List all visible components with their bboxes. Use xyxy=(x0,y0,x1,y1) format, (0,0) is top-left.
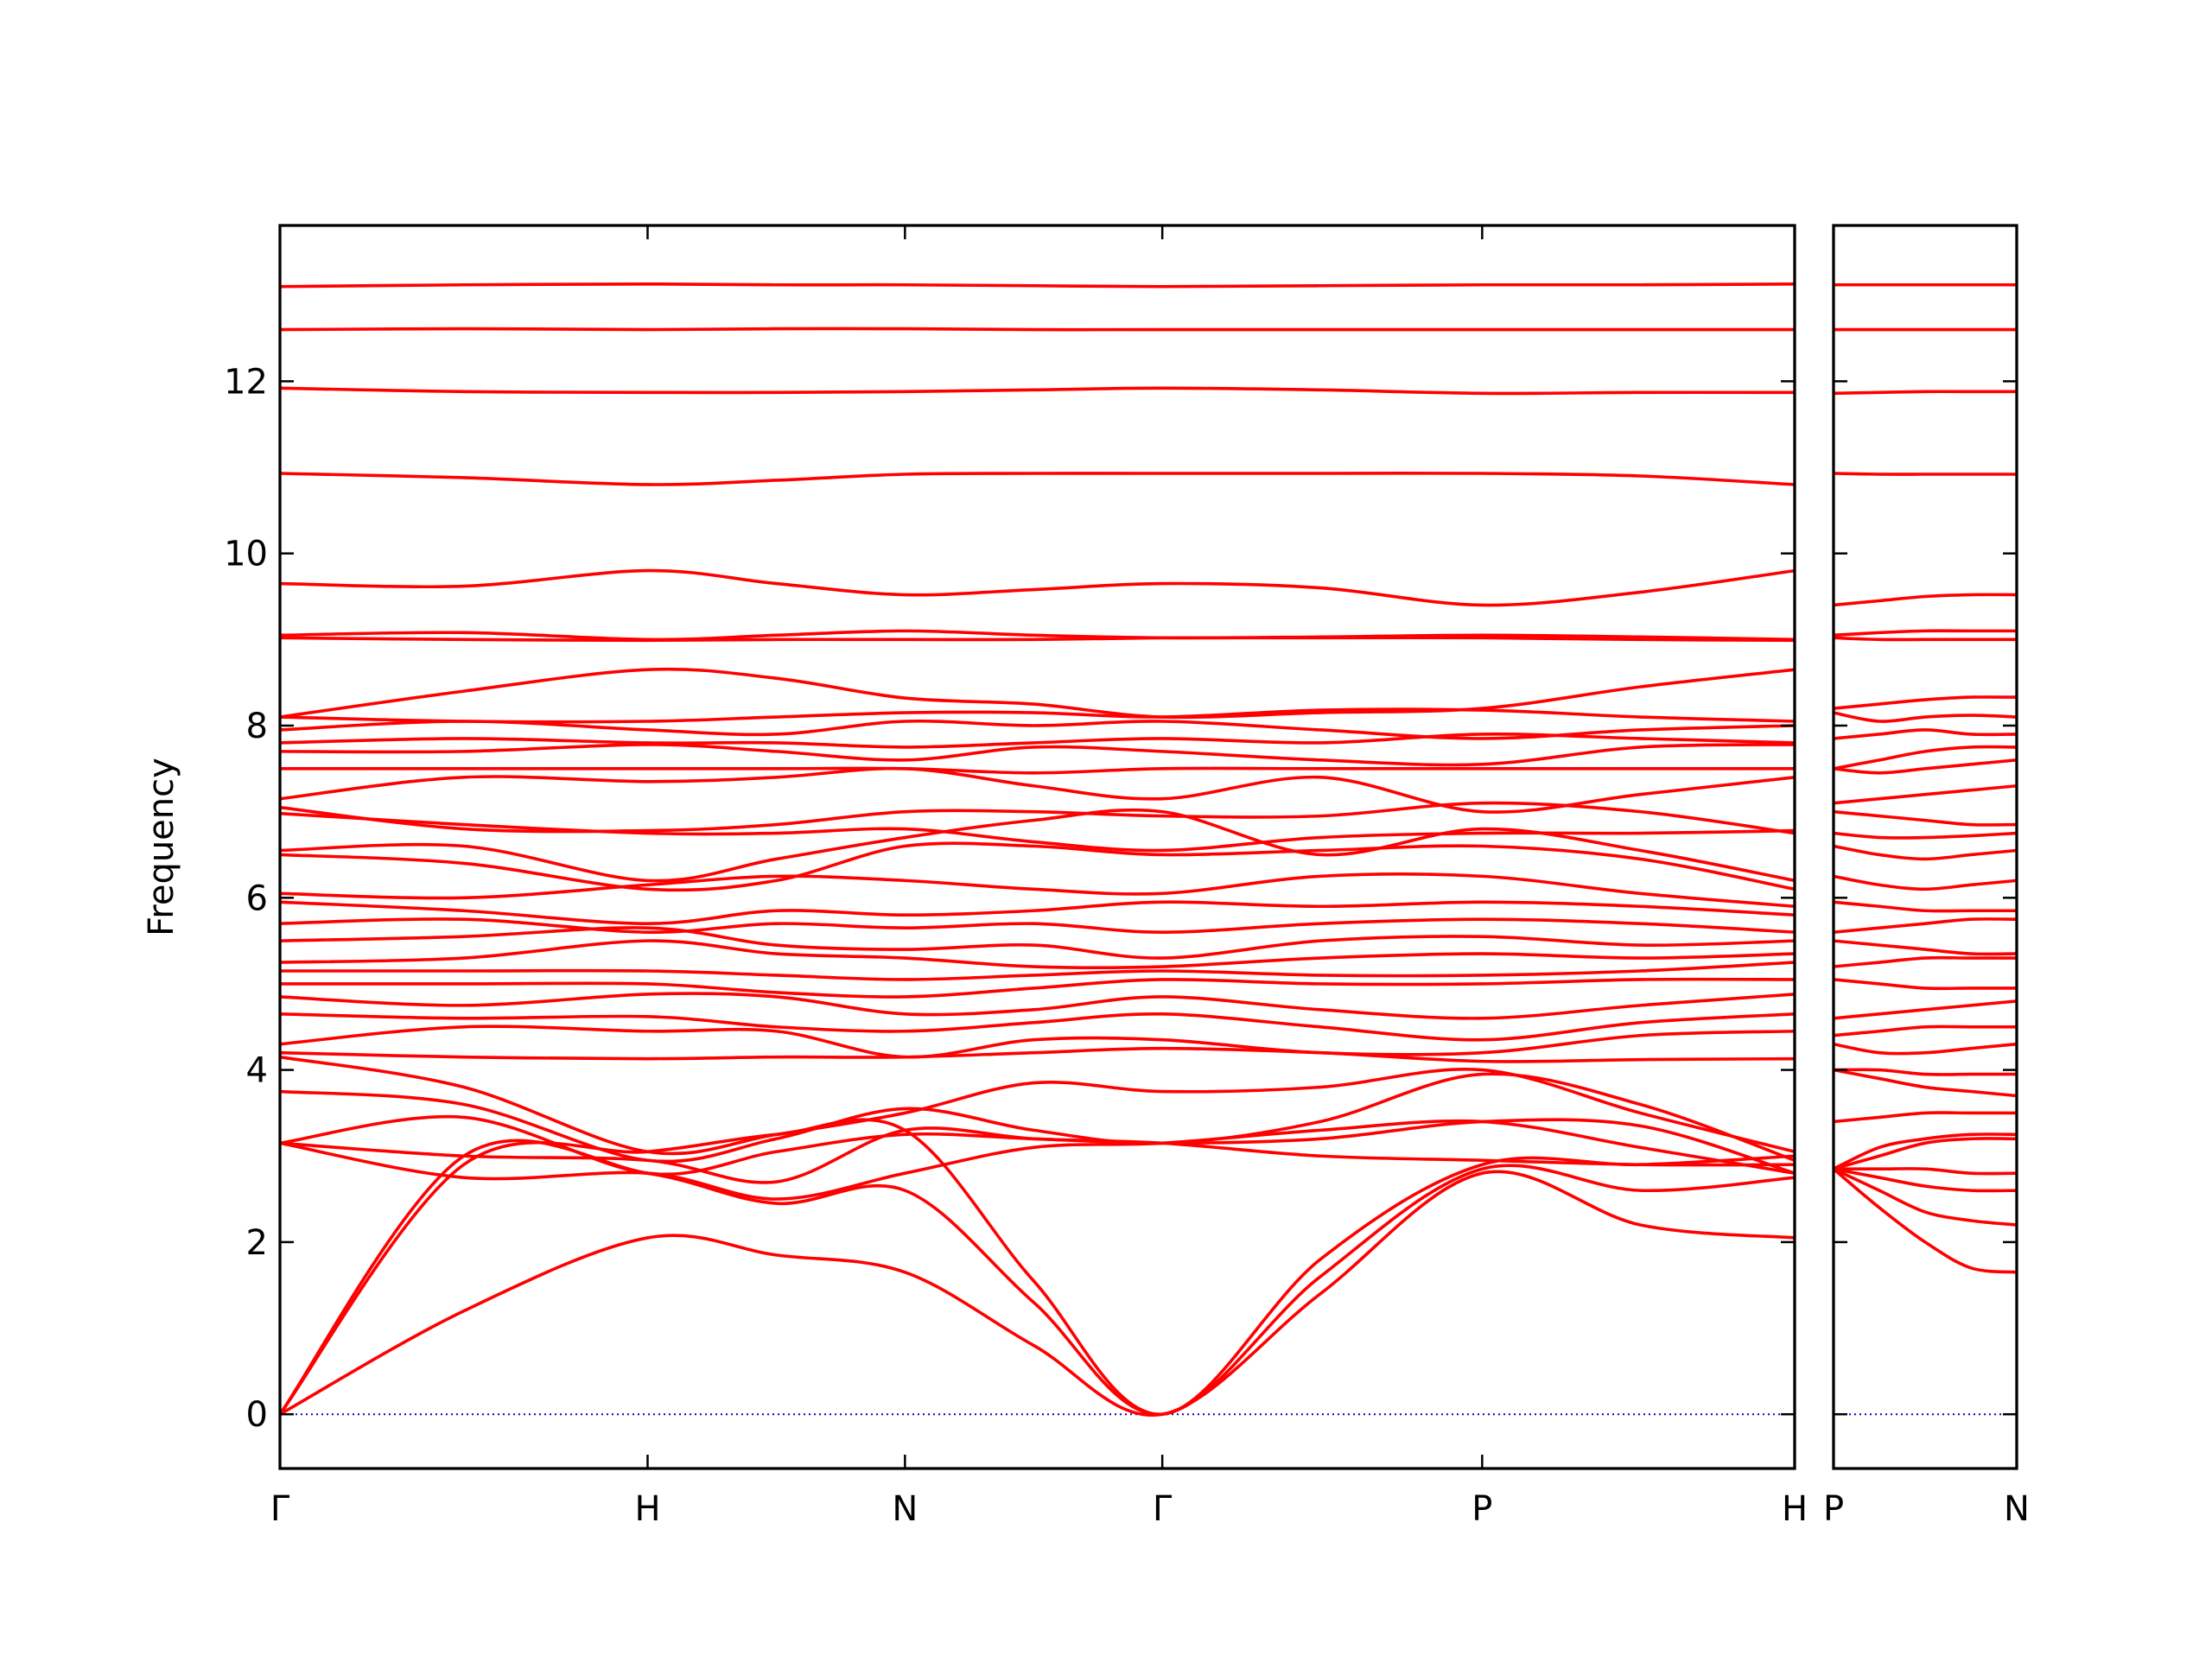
y-tick-label: 6 xyxy=(246,879,268,918)
band-line xyxy=(280,707,1795,724)
band-line xyxy=(280,719,1795,740)
band-line xyxy=(1834,1042,2017,1056)
axes-frame xyxy=(278,224,1796,1470)
band-line xyxy=(280,471,1795,486)
band-line xyxy=(280,1126,1795,1184)
band-line xyxy=(280,327,1795,332)
x-tick-label: N xyxy=(892,1489,918,1529)
band-line xyxy=(280,1118,1795,1417)
band-line xyxy=(280,1046,1795,1063)
band-line xyxy=(1834,728,2017,740)
x-tick-label: H xyxy=(634,1489,660,1529)
y-tick-label: 8 xyxy=(246,707,268,746)
band-line xyxy=(280,1012,1795,1042)
band-line xyxy=(1834,1167,2017,1274)
band-line xyxy=(1834,1167,2017,1193)
band-line xyxy=(1834,783,2017,805)
band-line xyxy=(280,667,1795,720)
band-line xyxy=(280,801,1795,835)
band-line xyxy=(280,841,1795,892)
band-line xyxy=(1834,1167,2017,1227)
band-line xyxy=(1834,1137,2017,1170)
y-axis-label: Frequency xyxy=(142,758,181,936)
y-tick-label: 12 xyxy=(224,362,268,402)
band-line xyxy=(280,961,1795,981)
x-tick-label: Γ xyxy=(1153,1489,1173,1529)
band-line xyxy=(280,900,1795,925)
band-line xyxy=(1834,695,2017,710)
band-line xyxy=(1834,711,2017,723)
band-line xyxy=(280,282,1795,289)
y-tick-label: 4 xyxy=(246,1051,268,1091)
band-line xyxy=(280,977,1795,999)
band-line xyxy=(1834,844,2017,861)
band-line xyxy=(1834,472,2017,476)
band-line xyxy=(1834,955,2017,968)
x-tick-label: Γ xyxy=(270,1489,290,1529)
x-tick-label: P xyxy=(1823,1489,1844,1529)
band-line xyxy=(1834,809,2017,827)
band-line xyxy=(1834,758,2017,775)
band-line xyxy=(280,1170,1795,1418)
band-line xyxy=(1834,1111,2017,1124)
band-line xyxy=(1834,1024,2017,1037)
band-line xyxy=(280,733,1795,749)
band-line xyxy=(280,1024,1795,1059)
band-line xyxy=(280,1119,1795,1201)
band-line xyxy=(1834,939,2017,956)
plot-area xyxy=(1834,282,2017,1416)
band-line xyxy=(280,743,1795,767)
band-line xyxy=(280,1072,1795,1164)
band-line xyxy=(280,766,1795,775)
band-line xyxy=(280,386,1795,396)
band-line xyxy=(280,939,1795,970)
x-tick-label: H xyxy=(1782,1489,1808,1529)
band-line xyxy=(1834,636,2017,642)
band-line xyxy=(280,926,1795,960)
band-line xyxy=(280,917,1795,934)
band-line xyxy=(1834,874,2017,891)
band-line xyxy=(280,872,1795,909)
band-line xyxy=(280,808,1795,883)
band-line xyxy=(280,992,1795,1020)
band-line xyxy=(1834,390,2017,396)
band-line xyxy=(1834,1132,2017,1170)
y-tick-label: 2 xyxy=(246,1223,268,1263)
band-line xyxy=(1834,917,2017,934)
y-tick-label: 0 xyxy=(246,1395,268,1435)
band-line xyxy=(1834,999,2017,1020)
x-tick-label: N xyxy=(2004,1489,2030,1529)
band-line xyxy=(280,1139,1795,1417)
band-line xyxy=(1834,629,2017,638)
axes-frame xyxy=(1832,224,2018,1470)
band-line xyxy=(280,766,1795,814)
band-line xyxy=(1834,1068,2017,1098)
x-tick-label: P xyxy=(1471,1489,1492,1529)
band-line xyxy=(1834,745,2017,771)
band-line xyxy=(1834,1167,2017,1176)
band-line xyxy=(280,1055,1795,1156)
band-line xyxy=(280,629,1795,642)
band-line xyxy=(1834,593,2017,607)
band-line xyxy=(1834,1068,2017,1076)
band-line xyxy=(1834,831,2017,840)
plot-area xyxy=(280,282,1795,1418)
panel: 0 2 4 6 8 10 12 Γ H N Γ P H Frequency xyxy=(142,224,1808,1529)
band-line xyxy=(280,568,1795,607)
band-line xyxy=(1834,978,2017,991)
y-tick-label: 10 xyxy=(224,535,268,574)
band-line xyxy=(1834,900,2017,913)
band-line xyxy=(280,636,1795,643)
